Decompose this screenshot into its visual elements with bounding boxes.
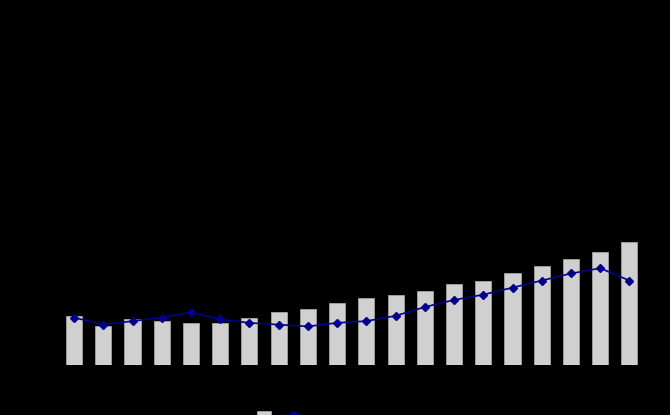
Bar: [95, 326, 111, 365]
Bar: [329, 303, 345, 365]
Bar: [66, 316, 82, 365]
Bar: [153, 321, 170, 365]
Bar: [125, 320, 141, 365]
Bar: [505, 273, 521, 365]
Bar: [300, 309, 316, 365]
Bar: [446, 284, 462, 365]
Bar: [183, 323, 199, 365]
Bar: [563, 259, 579, 365]
Bar: [241, 317, 257, 365]
Bar: [475, 281, 491, 365]
Bar: [358, 298, 375, 365]
Bar: [592, 252, 608, 365]
Bar: [387, 295, 403, 365]
Bar: [534, 266, 550, 365]
Bar: [271, 312, 287, 365]
Bar: [417, 291, 433, 365]
Legend: , : ,: [253, 406, 308, 415]
Bar: [621, 242, 637, 365]
Bar: [212, 323, 228, 365]
